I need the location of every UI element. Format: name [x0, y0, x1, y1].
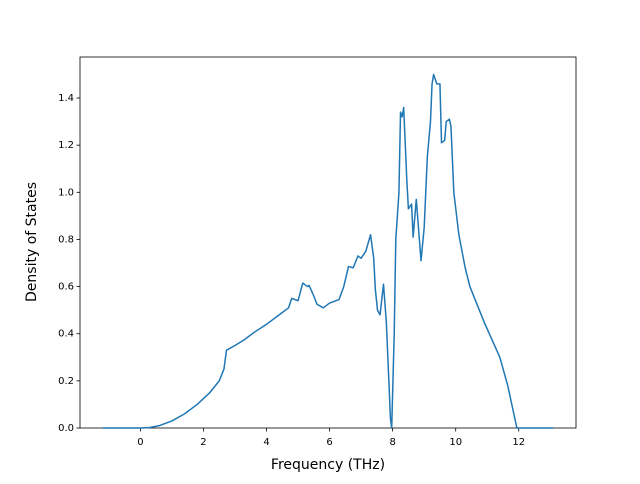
- plot-frame: [79, 56, 577, 429]
- y-tick-label: 0.4: [58, 329, 74, 340]
- y-tick-label: 0.6: [58, 282, 74, 293]
- x-tick-label: 10: [449, 437, 462, 448]
- x-tick-label: 4: [263, 437, 269, 448]
- y-tick-label: 1.2: [58, 140, 74, 151]
- y-tick-label: 0.2: [58, 376, 74, 387]
- y-axis-label: Density of States: [24, 182, 40, 302]
- y-tick-label: 0.8: [58, 234, 74, 245]
- y-tick-label: 0.0: [58, 423, 74, 434]
- x-tick-label: 8: [389, 437, 395, 448]
- x-tick-label: 0: [137, 437, 143, 448]
- data-line: [102, 73, 554, 429]
- x-axis-label: Frequency (THz): [271, 457, 385, 473]
- x-tick-label: 2: [200, 437, 206, 448]
- x-tick-label: 12: [512, 437, 525, 448]
- x-tick-label: 6: [326, 437, 332, 448]
- y-tick-label: 1.4: [58, 93, 74, 104]
- y-tick-label: 1.0: [58, 187, 74, 198]
